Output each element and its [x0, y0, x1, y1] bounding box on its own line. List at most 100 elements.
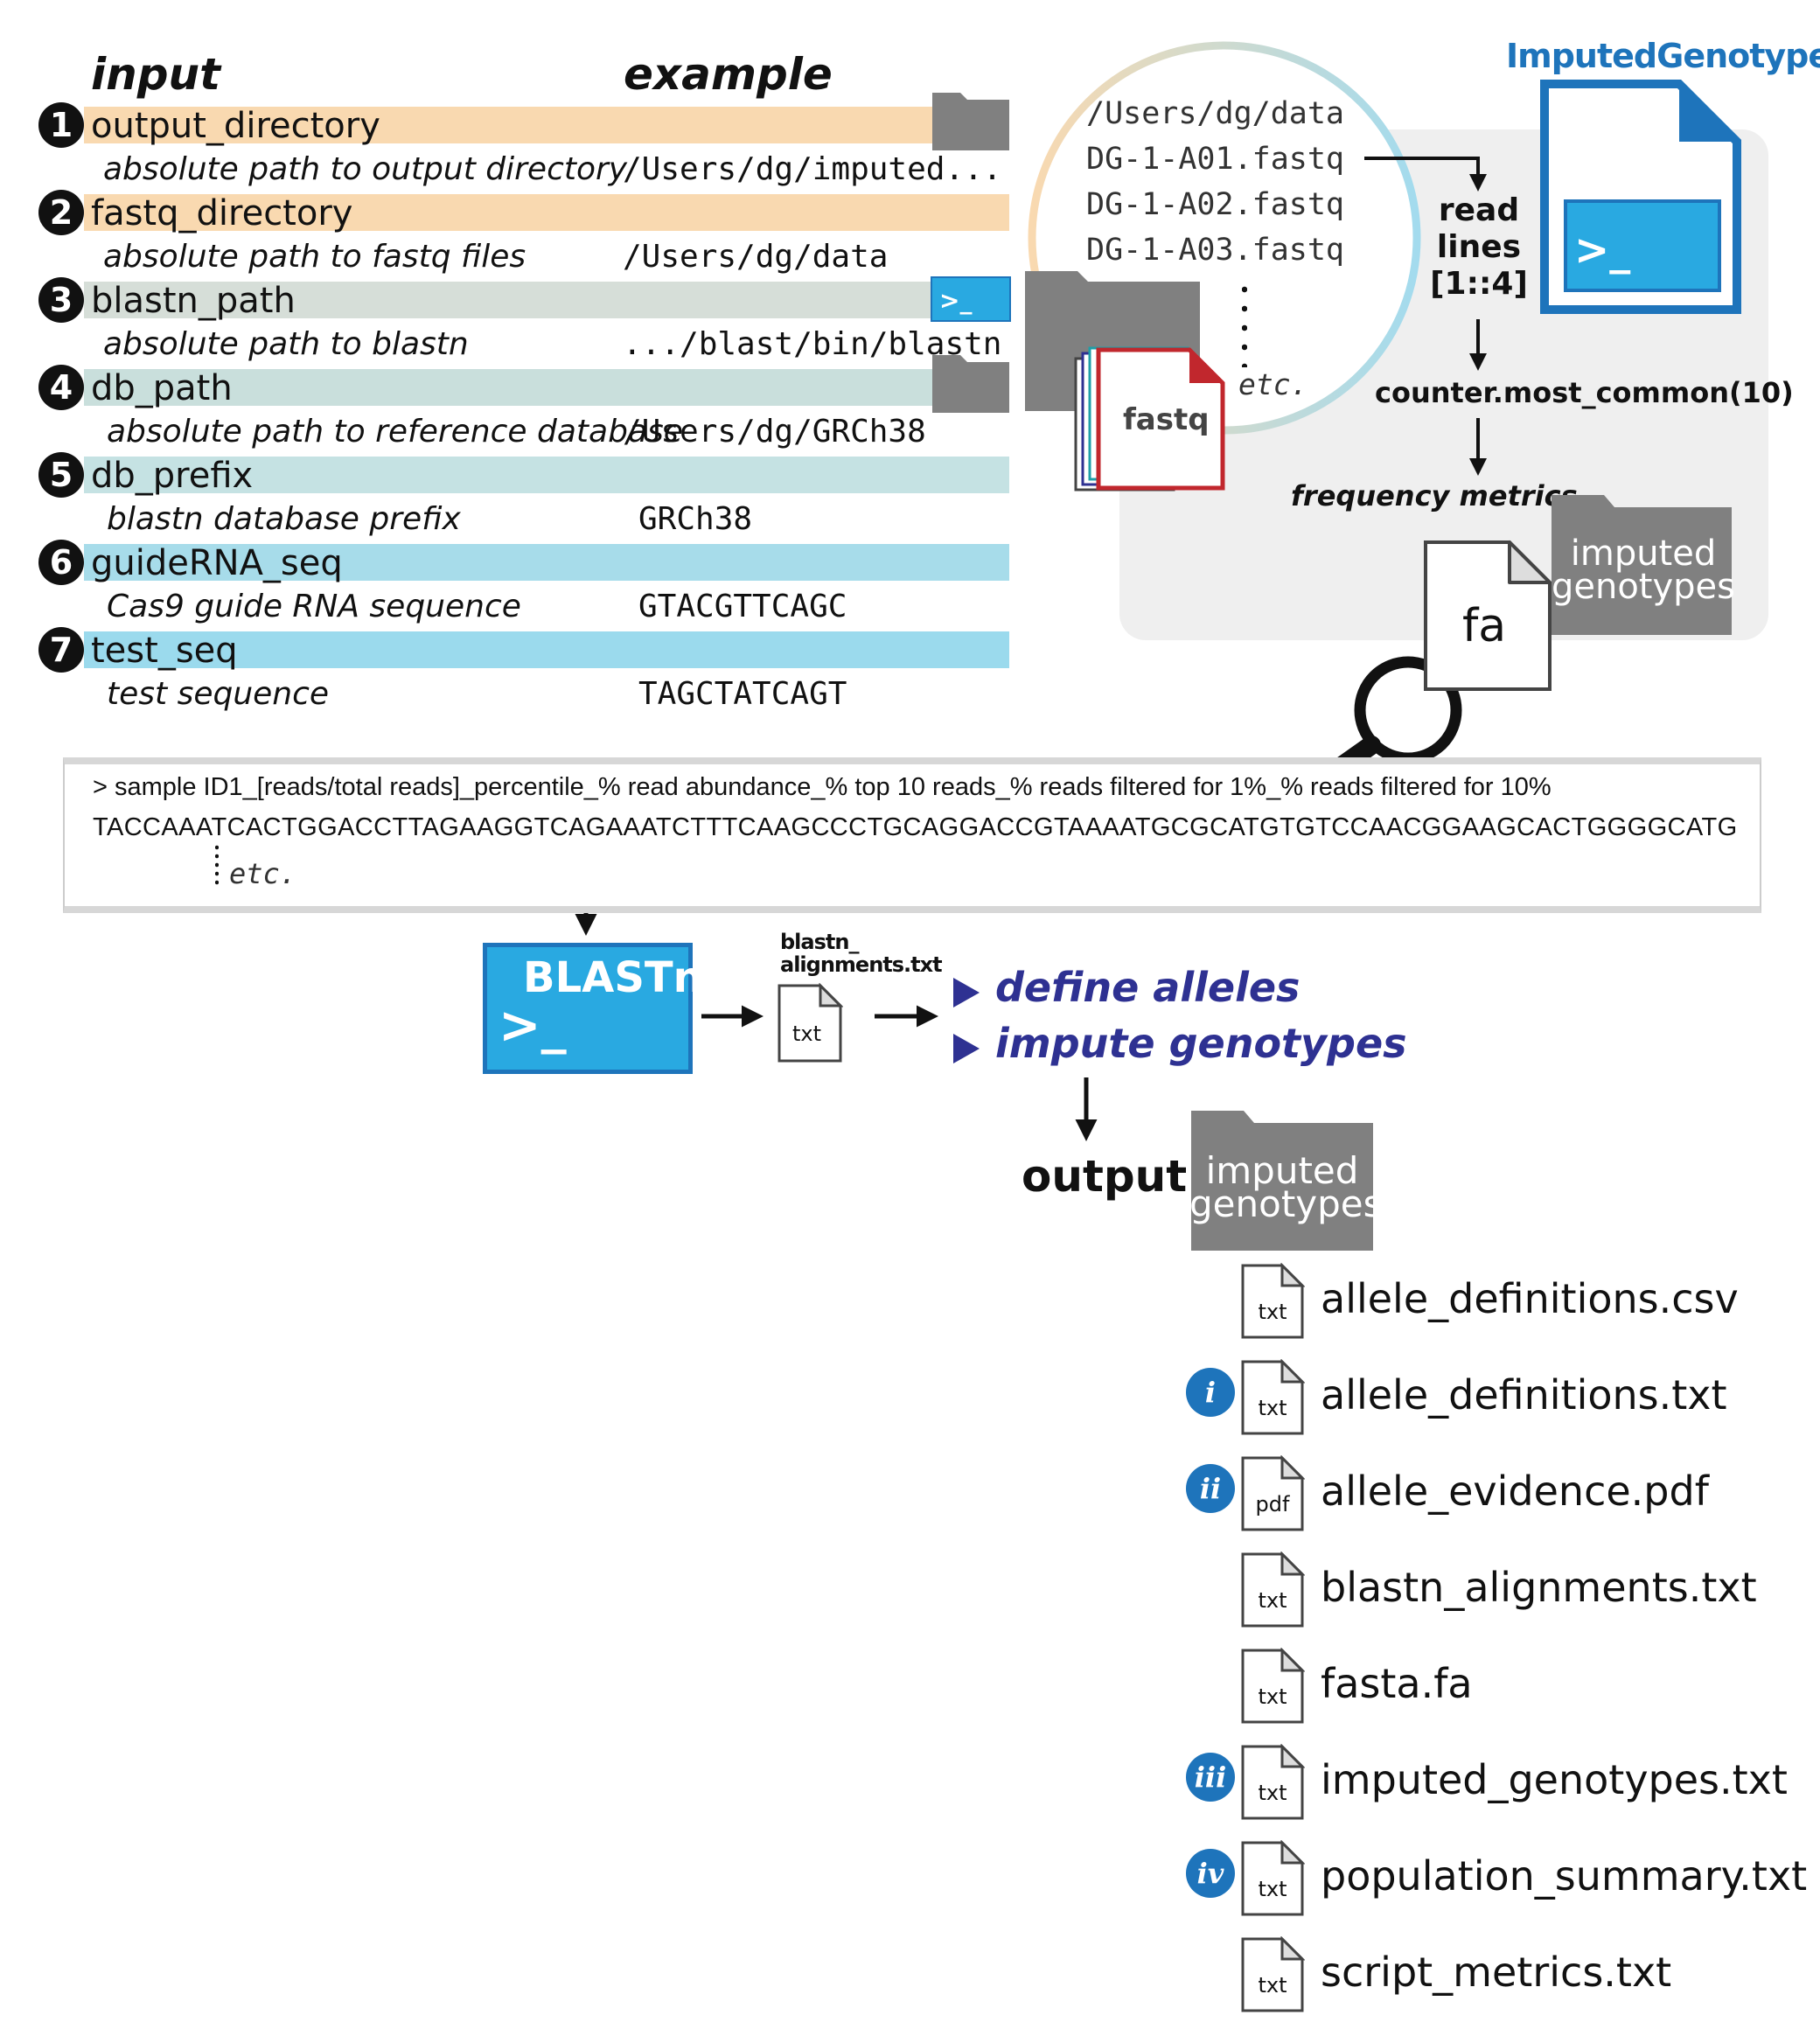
circle-line-file-3: DG-1-A03.fastq — [1086, 233, 1345, 268]
output-file-name[interactable]: imputed_genotypes.txt — [1321, 1756, 1788, 1803]
input-description: blastn database prefix — [107, 501, 461, 537]
read-lines-label: read lines [1::4] — [1426, 192, 1532, 303]
file-extension: txt — [1258, 1396, 1287, 1420]
app-document-icon[interactable] — [1539, 79, 1742, 315]
folder-icon — [932, 355, 1009, 413]
fasta-strip — [63, 757, 1761, 913]
input-example: /Users/dg/imputed... — [623, 151, 1002, 187]
input-header: input — [91, 49, 221, 100]
input-description: test sequence — [107, 676, 330, 712]
fasta-header: > sample ID1_[reads/total reads]_percent… — [93, 773, 1552, 801]
input-example: TAGCTATCAGT — [638, 676, 847, 712]
fa-file-label: fa — [1462, 600, 1507, 652]
note-marker-iii: iii — [1186, 1753, 1235, 1802]
file-extension: txt — [1258, 1588, 1287, 1613]
fasta-etc: etc. — [229, 857, 297, 890]
output-folder-line-1: imputed — [1205, 1149, 1359, 1192]
note-marker-i: i — [1186, 1368, 1235, 1417]
note-marker-ii: ii — [1186, 1464, 1235, 1513]
input-number-badge: 5 — [38, 452, 84, 498]
input-example: GTACGTTCAGC — [638, 589, 847, 624]
fa-file-icon — [1424, 540, 1552, 691]
circle-dots — [1242, 280, 1247, 367]
txt-file-icon — [1241, 1936, 1305, 2012]
output-file-name[interactable]: population_summary.txt — [1321, 1852, 1808, 1900]
alignments-txt-ext: txt — [792, 1021, 822, 1046]
alignments-txt-icon — [778, 983, 843, 1063]
output-file-name[interactable]: allele_definitions.txt — [1321, 1371, 1727, 1419]
output-file-name[interactable]: blastn_alignments.txt — [1321, 1564, 1757, 1611]
blastn-terminal[interactable] — [483, 943, 693, 1074]
output-file-name[interactable]: script_metrics.txt — [1321, 1949, 1672, 1996]
fastq-file-icon — [1096, 347, 1225, 491]
input-band-fastq-directory — [84, 194, 1009, 231]
txt-file-icon — [1241, 1648, 1305, 1724]
txt-file-icon — [1241, 1263, 1305, 1339]
input-name: test_seq — [91, 631, 238, 671]
txt-file-icon — [1241, 1359, 1305, 1435]
input-description: Cas9 guide RNA sequence — [107, 589, 521, 624]
circle-line-file-1: DG-1-A01.fastq — [1086, 142, 1345, 177]
imputed-genotypes-folder-label: imputed genotypes — [1550, 533, 1737, 604]
input-name: guideRNA_seq — [91, 543, 343, 583]
input-example: /Users/dg/data — [623, 239, 889, 275]
read-lines-word-1: read — [1438, 192, 1520, 228]
input-number-badge: 6 — [38, 540, 84, 585]
folder-label-line-1: imputed — [1570, 533, 1717, 574]
input-name: fastq_directory — [91, 193, 353, 234]
input-name: db_path — [91, 368, 233, 408]
circle-etc: etc. — [1238, 367, 1308, 401]
pdf-file-icon — [1241, 1455, 1305, 1531]
read-lines-word-2: lines — [1436, 229, 1522, 265]
output-file-name[interactable]: fasta.fa — [1321, 1660, 1473, 1707]
txt-file-icon — [1241, 1840, 1305, 1916]
input-description: absolute path to reference database — [107, 414, 683, 450]
file-extension: txt — [1258, 1973, 1287, 1998]
txt-file-icon — [1241, 1744, 1305, 1820]
output-label: output: — [1022, 1151, 1205, 1202]
note-marker-iv: iv — [1186, 1849, 1235, 1898]
file-extension: txt — [1258, 1684, 1287, 1709]
input-description: absolute path to fastq files — [103, 239, 526, 275]
fasta-sequence: TACCAAATCACTGGACCTTAGAAGGTCAGAAATCTTTCAA… — [93, 813, 1738, 841]
step-impute-genotypes: impute genotypes — [995, 1020, 1407, 1067]
input-number-badge: 1 — [38, 102, 84, 148]
input-example: GRCh38 — [638, 501, 753, 537]
app-title: ImputedGenotypes — [1506, 37, 1820, 75]
fasta-dots — [215, 843, 219, 889]
file-extension: pdf — [1255, 1492, 1290, 1517]
alignments-label-2: alignments.txt — [780, 952, 943, 977]
terminal-icon: >_ — [931, 276, 1011, 322]
txt-file-icon — [1241, 1551, 1305, 1628]
input-example: /Users/dg/GRCh38 — [623, 414, 926, 450]
input-band-output-directory — [84, 107, 1009, 143]
input-number-badge: 7 — [38, 627, 84, 673]
circle-line-path: /Users/dg/data — [1086, 96, 1345, 131]
file-extension: txt — [1258, 1781, 1287, 1805]
example-header: example — [624, 49, 833, 100]
input-name: output_directory — [91, 106, 380, 146]
arrow-fastq-to-read — [1364, 157, 1487, 192]
file-extension: txt — [1258, 1300, 1287, 1324]
play-icon-define — [953, 978, 980, 1008]
file-extension: txt — [1258, 1877, 1287, 1901]
output-folder-icon[interactable] — [1189, 1104, 1377, 1254]
alignments-label-1: blastn_ — [780, 930, 859, 954]
frequency-metrics-label: frequency metrics — [1291, 479, 1578, 512]
input-band-db-prefix — [84, 457, 1009, 493]
input-number-badge: 3 — [38, 277, 84, 323]
step-define-alleles: define alleles — [995, 964, 1300, 1011]
output-file-name[interactable]: allele_definitions.csv — [1321, 1275, 1739, 1322]
fastq-file-label: fastq — [1123, 402, 1210, 437]
input-name: db_prefix — [91, 456, 254, 496]
blastn-prompt: >_ — [499, 995, 567, 1055]
alignments-label: blastn_ alignments.txt — [780, 930, 943, 977]
input-band-guideRNA-seq — [84, 544, 1009, 581]
folder-icon — [932, 93, 1009, 150]
imputed-genotypes-folder-icon — [1552, 495, 1732, 635]
input-description: absolute path to output directory — [103, 151, 628, 187]
input-name: blastn_path — [91, 281, 296, 321]
output-folder-line-2: genotypes — [1189, 1182, 1383, 1225]
input-number-badge: 2 — [38, 190, 84, 235]
output-file-name[interactable]: allele_evidence.pdf — [1321, 1468, 1709, 1515]
